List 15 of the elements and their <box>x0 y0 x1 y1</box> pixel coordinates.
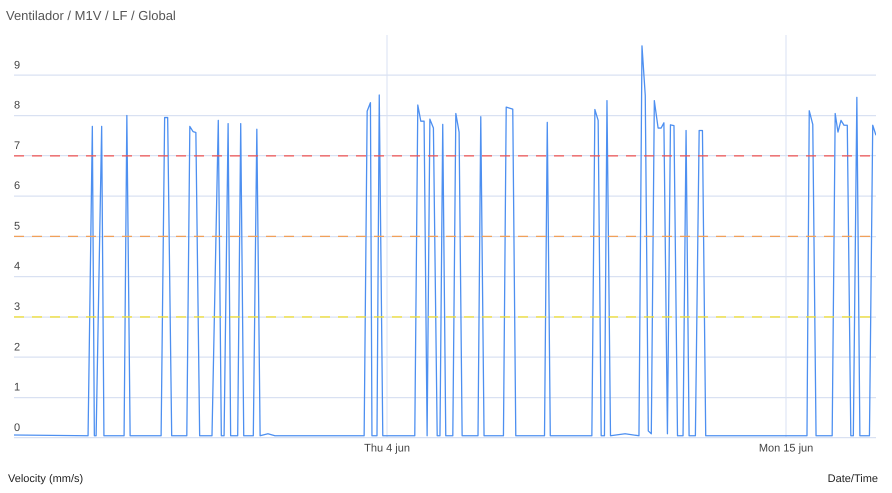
y-tick-label: 4 <box>14 260 20 273</box>
y-tick-label: 7 <box>14 140 20 152</box>
y-tick-label: 8 <box>14 100 20 112</box>
y-tick-label: 5 <box>14 220 20 232</box>
y-tick-label: 9 <box>14 59 20 72</box>
y-tick-label: 6 <box>14 180 20 192</box>
chart-title: Ventilador / M1V / LF / Global <box>6 8 176 23</box>
y-tick-label: 1 <box>14 382 20 394</box>
text: Velocity (mm/s) <box>8 473 84 485</box>
x-tick-label: Thu 4 jun <box>364 442 410 454</box>
x-tick-label: Mon 15 jun <box>758 442 814 454</box>
y-tick-label: 2 <box>14 341 20 354</box>
y-tick-label: 0 <box>14 422 20 434</box>
y-tick-label: 3 <box>14 300 20 313</box>
x-axis-title: Date/Time <box>828 473 878 485</box>
